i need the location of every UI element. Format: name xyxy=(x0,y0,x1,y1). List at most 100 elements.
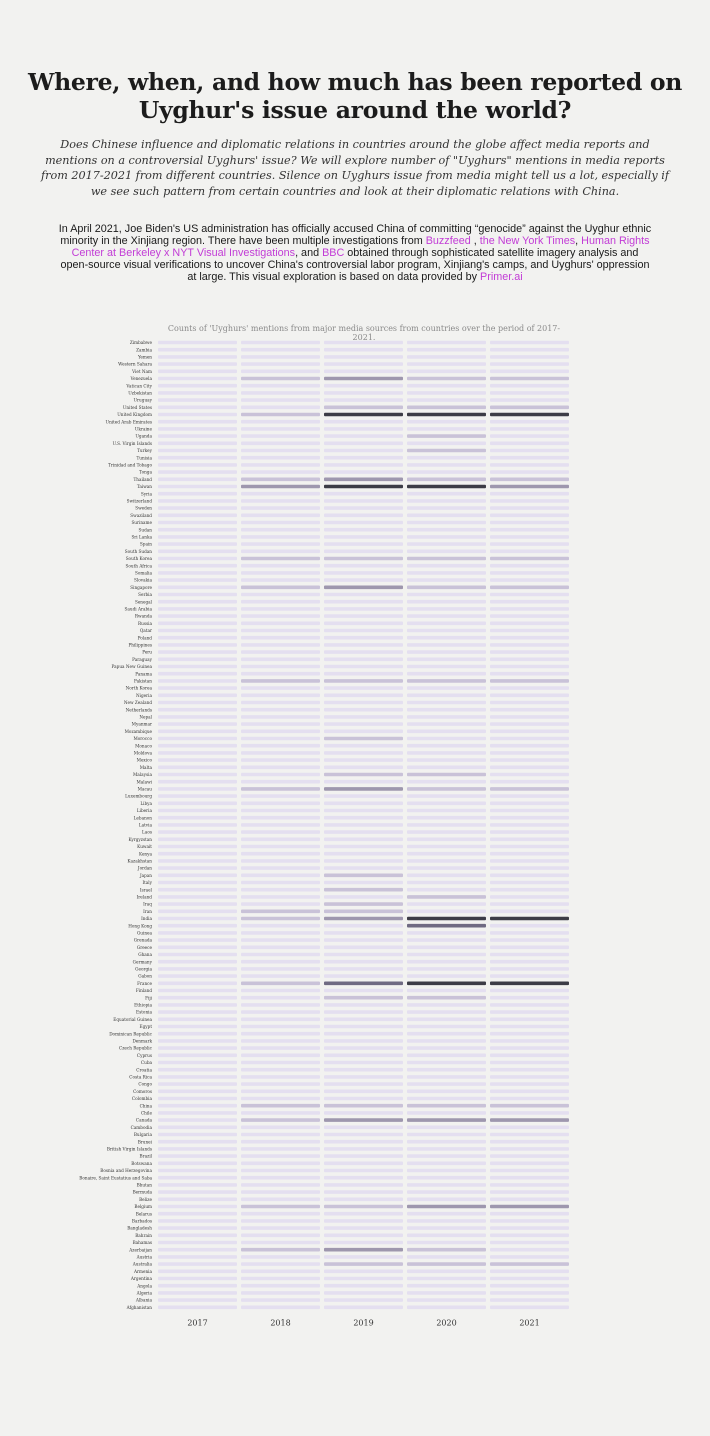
row-label: Albania xyxy=(135,1298,153,1303)
heatmap-cell xyxy=(490,844,569,849)
row-label: Swaziland xyxy=(130,513,152,518)
row-label: Switzerland xyxy=(127,499,153,504)
heatmap-cell xyxy=(324,347,403,352)
heatmap-cell xyxy=(324,1262,403,1266)
heatmap-cell xyxy=(158,880,237,885)
heatmap-cell xyxy=(158,931,237,935)
row-label: Macau xyxy=(138,787,153,792)
heatmap-cell xyxy=(241,995,320,1000)
heatmap-cell xyxy=(407,1219,486,1223)
heatmap-cell xyxy=(324,1204,403,1209)
heatmap-cell xyxy=(241,477,320,482)
heatmap-cell xyxy=(158,1233,237,1238)
row-label: Croatia xyxy=(136,1067,152,1072)
x-tick-label: 2017 xyxy=(187,1318,207,1327)
heatmap-cell xyxy=(407,995,486,1000)
heatmap-cell xyxy=(324,1247,403,1252)
heatmap-cell xyxy=(407,1039,486,1043)
heatmap-cell xyxy=(324,506,403,510)
heatmap-cell xyxy=(241,376,320,381)
heatmap-cell xyxy=(158,643,237,647)
heatmap-cell xyxy=(324,988,403,993)
heatmap-cell xyxy=(241,729,320,734)
heatmap-cell xyxy=(490,751,569,755)
heatmap-cell xyxy=(490,657,569,662)
heatmap-cell xyxy=(407,1031,486,1036)
heatmap-cell xyxy=(490,448,569,453)
berkeley-nyt-link[interactable]: Human Rights Center at Berkeley x NYT Vi… xyxy=(71,234,650,259)
heatmap-cell xyxy=(324,1132,403,1137)
heatmap-cell xyxy=(324,823,403,827)
heatmap-cell xyxy=(324,563,403,568)
heatmap-cell xyxy=(490,1139,569,1144)
heatmap-cell xyxy=(241,369,320,374)
row-label: United States xyxy=(123,405,152,410)
buzzfeed-link[interactable]: Buzzfeed xyxy=(425,234,471,247)
row-label: Bosnia and Herzegovina xyxy=(100,1168,152,1173)
heatmap-cell xyxy=(158,736,237,741)
heatmap-cell xyxy=(490,340,569,345)
heatmap-cell xyxy=(324,1175,403,1180)
heatmap-cell xyxy=(407,758,486,762)
heatmap-cell xyxy=(407,772,486,777)
row-label: France xyxy=(137,981,152,986)
row-label: Thailand xyxy=(133,477,152,482)
heatmap-cell xyxy=(490,794,569,798)
heatmap-cell xyxy=(490,815,569,820)
row-label: Kyrgyzstan xyxy=(128,837,152,842)
heatmap-cell xyxy=(241,1168,320,1173)
heatmap-cell xyxy=(407,1190,486,1194)
heatmap-cell xyxy=(158,794,237,798)
heatmap-cell xyxy=(490,895,569,899)
heatmap-cell xyxy=(324,398,403,402)
heatmap-cell xyxy=(407,1305,486,1310)
heatmap-cell xyxy=(241,1010,320,1014)
heatmap-cell xyxy=(158,779,237,784)
heatmap-cell xyxy=(407,635,486,640)
heatmap-cell xyxy=(324,635,403,640)
primer-link[interactable]: Primer.ai xyxy=(480,270,523,283)
row-label: Liberia xyxy=(137,808,153,813)
heatmap-cell xyxy=(324,614,403,618)
heatmap-cell xyxy=(407,801,486,806)
heatmap-cell xyxy=(324,787,403,791)
heatmap-cell xyxy=(324,643,403,647)
heatmap-cell xyxy=(490,1132,569,1137)
heatmap-cell xyxy=(407,1197,486,1202)
bbc-link[interactable]: BBC xyxy=(322,246,345,259)
row-label: Senegal xyxy=(135,599,153,604)
row-label: Uruguay xyxy=(134,398,153,403)
nyt-link[interactable]: the New York Times xyxy=(479,234,576,247)
heatmap-cell xyxy=(490,556,569,561)
heatmap-cell xyxy=(324,700,403,705)
heatmap-cell xyxy=(241,1190,320,1194)
x-tick-label: 2018 xyxy=(270,1318,290,1327)
heatmap-cell xyxy=(407,902,486,906)
heatmap-cell xyxy=(490,851,569,856)
heatmap-cell xyxy=(490,506,569,510)
heatmap-cell xyxy=(158,1060,237,1065)
heatmap-cell xyxy=(241,441,320,446)
heatmap-cell xyxy=(241,1060,320,1065)
heatmap-cell xyxy=(490,679,569,683)
heatmap-cell xyxy=(407,355,486,359)
row-label: Monaco xyxy=(135,743,152,748)
heatmap-cell xyxy=(241,1197,320,1202)
heatmap-cell xyxy=(158,1082,237,1086)
heatmap-cell xyxy=(241,455,320,460)
heatmap-cell xyxy=(490,362,569,366)
heatmap-cell xyxy=(407,1067,486,1072)
row-label: Somalia xyxy=(135,571,153,576)
heatmap-cell xyxy=(324,671,403,676)
heatmap-cell xyxy=(241,1161,320,1166)
heatmap-cell xyxy=(490,391,569,395)
heatmap-cell xyxy=(241,556,320,561)
heatmap-cell xyxy=(241,607,320,611)
heatmap-cell xyxy=(407,679,486,683)
heatmap-cell xyxy=(324,981,403,986)
heatmap-cell xyxy=(407,1291,486,1295)
heatmap-cell xyxy=(490,355,569,359)
heatmap-cell xyxy=(407,427,486,431)
heatmap-cell xyxy=(241,787,320,791)
heatmap-cell xyxy=(241,815,320,820)
